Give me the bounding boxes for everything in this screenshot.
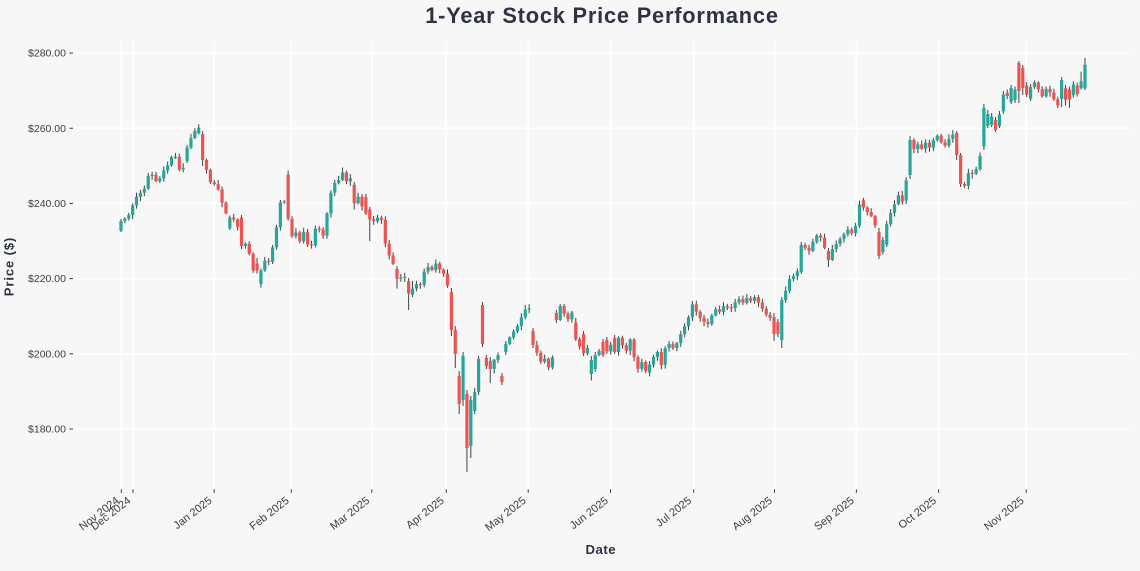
- svg-text:1-Year Stock Price Performance: 1-Year Stock Price Performance: [425, 3, 779, 28]
- svg-text:Price ($): Price ($): [2, 237, 17, 296]
- svg-text:$260.00: $260.00: [28, 123, 66, 135]
- svg-text:$280.00: $280.00: [28, 48, 66, 60]
- svg-text:$220.00: $220.00: [28, 273, 66, 285]
- svg-text:$180.00: $180.00: [28, 424, 66, 436]
- svg-text:Date: Date: [586, 542, 617, 557]
- svg-text:$240.00: $240.00: [28, 198, 66, 210]
- svg-text:$200.00: $200.00: [28, 348, 66, 360]
